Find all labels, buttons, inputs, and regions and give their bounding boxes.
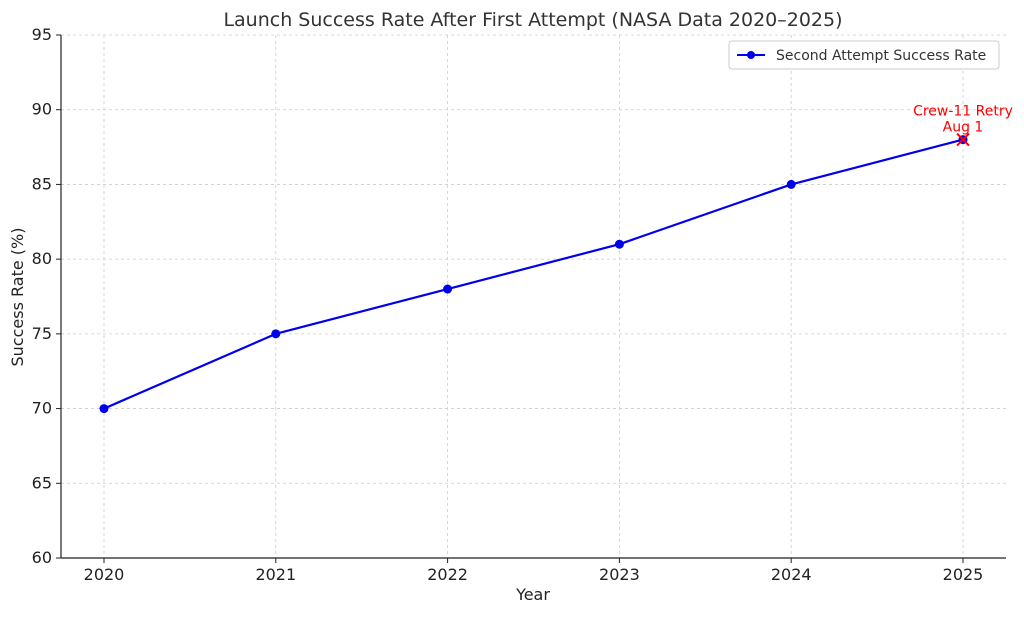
x-tick-label: 2024 <box>771 565 812 584</box>
data-point <box>443 284 453 294</box>
x-axis-title: Year <box>515 585 550 604</box>
series-line <box>103 138 964 410</box>
x-tick-label: 2021 <box>255 565 296 584</box>
axes <box>56 34 1006 563</box>
annotation-label: Crew-11 Retry <box>913 104 1013 120</box>
data-point <box>614 239 624 249</box>
legend-box <box>728 40 1000 70</box>
legend-marker-swatch <box>747 51 755 59</box>
grid-lines <box>61 34 1006 559</box>
data-point <box>786 179 796 189</box>
annotation-x-marker <box>956 132 970 147</box>
x-tick-label: 2020 <box>84 565 125 584</box>
y-tick-label: 60 <box>32 548 52 567</box>
tick-labels: 60 65 70 75 80 85 90 95 2020 2021 2022 2023 2024 2025 <box>32 25 984 584</box>
y-tick-label: 70 <box>32 399 52 418</box>
x-tick-label: 2022 <box>427 565 468 584</box>
legend-label: Second Attempt Success Rate <box>776 48 986 64</box>
y-tick-label: 65 <box>32 473 52 492</box>
annotation-label: Aug 1 <box>943 120 984 136</box>
y-tick-label: 75 <box>32 324 52 343</box>
y-tick-label: 90 <box>32 100 52 119</box>
y-axis-title: Success Rate (%) <box>8 228 27 367</box>
y-tick-label: 85 <box>32 174 52 193</box>
x-tick-label: 2025 <box>943 565 984 584</box>
legend: Second Attempt Success Rate <box>728 40 1000 70</box>
y-tick-label: 80 <box>32 249 52 268</box>
y-tick-label: 95 <box>32 25 52 44</box>
series-layer <box>99 135 968 414</box>
data-point <box>99 404 109 414</box>
chart-title: Launch Success Rate After First Attempt … <box>223 9 842 31</box>
data-point <box>271 329 281 339</box>
x-tick-label: 2023 <box>599 565 640 584</box>
